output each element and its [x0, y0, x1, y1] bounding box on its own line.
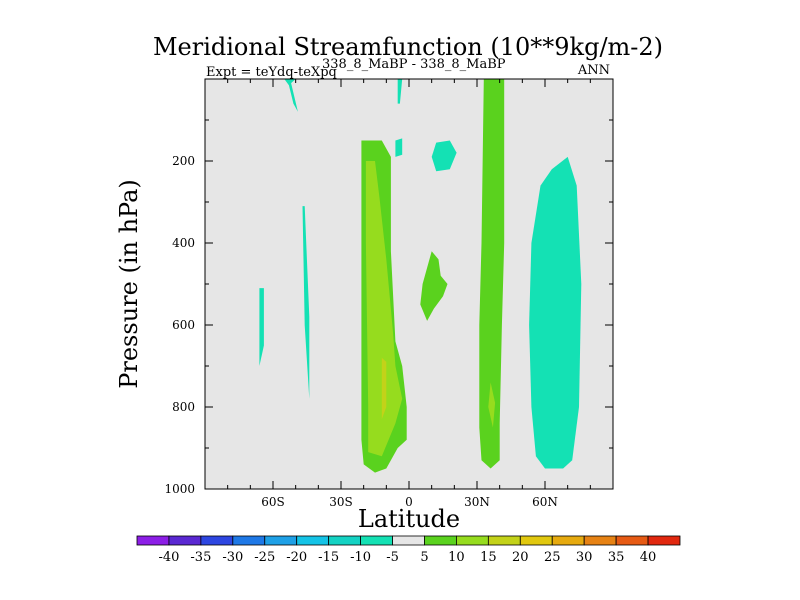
contour-region-teal-upper-center-small — [395, 138, 403, 157]
colorbar-label: -35 — [190, 550, 211, 565]
colorbar-label: -10 — [350, 550, 371, 565]
x-tick-label: 30N — [464, 495, 490, 509]
chart-title: Meridional Streamfunction (10**9kg/m-2) — [153, 33, 663, 61]
contour-region-green-center-blob — [420, 251, 448, 321]
colorbar-swatch — [487, 535, 521, 546]
chart-subtitle-left-main: Expt = teYdq-teXpq — [206, 65, 337, 80]
x-axis-label: Latitude — [358, 505, 460, 533]
colorbar-swatch — [232, 535, 266, 546]
colorbar-label: -40 — [158, 550, 179, 565]
x-tick-label: 0 — [405, 495, 413, 509]
colorbar-swatch — [168, 535, 202, 546]
contour-region-teal-top-center — [397, 79, 403, 104]
colorbar-label: 15 — [480, 550, 497, 565]
colorbar-label: 35 — [608, 550, 625, 565]
colorbar-label: 5 — [420, 550, 428, 565]
colorbar-label: 40 — [640, 550, 657, 565]
colorbar-label: 30 — [576, 550, 593, 565]
colorbar-label: 25 — [544, 550, 561, 565]
colorbar-label: -30 — [222, 550, 243, 565]
y-tick-label: 600 — [172, 318, 195, 332]
colorbar-swatch — [328, 535, 361, 546]
y-tick-label: 1000 — [164, 482, 195, 496]
contour-region-yellowgreen-left-core — [365, 161, 403, 457]
contour-region-teal-top-left — [284, 79, 298, 112]
colorbar-swatch — [615, 535, 649, 546]
colorbar-swatch — [264, 535, 298, 546]
colorbar-swatch — [296, 535, 330, 546]
chart-subtitle-right: ANN — [577, 63, 610, 78]
contour-region-teal-left-thin — [302, 206, 310, 399]
contour-region-olive-left-core — [381, 357, 387, 420]
axis-ticks — [204, 79, 614, 490]
colorbar-swatch — [519, 535, 553, 546]
colorbar-swatch — [200, 535, 234, 546]
y-tick-label: 200 — [172, 154, 195, 168]
colorbar-swatch — [136, 535, 170, 546]
colorbar-swatch — [392, 535, 425, 546]
y-axis-label: Pressure (in hPa) — [115, 179, 143, 389]
colorbar-label: 20 — [512, 550, 529, 565]
contour-region-teal-right-large — [529, 156, 582, 469]
x-tick-label: 60N — [532, 495, 558, 509]
colorbar-label: -25 — [254, 550, 275, 565]
y-tick-label: 800 — [172, 400, 195, 414]
colorbar-label: 10 — [448, 550, 465, 565]
colorbar-swatch — [583, 535, 617, 546]
colorbar-swatch — [360, 535, 393, 546]
colorbar-swatch — [551, 535, 585, 546]
colorbar — [136, 535, 681, 546]
contour-region-teal-far-left-thin — [259, 288, 264, 366]
y-tick-labels: 200 400 600 800 1000 — [164, 154, 195, 496]
colorbar-swatch — [456, 535, 489, 546]
x-tick-labels: 60S 30S 0 30N 60N — [261, 495, 558, 509]
colorbar-swatch — [424, 535, 457, 546]
x-tick-label: 30S — [329, 495, 353, 509]
colorbar-label: -20 — [286, 550, 307, 565]
x-tick-label: 60S — [261, 495, 285, 509]
chart-subtitle-left-super: 338_8_MaBP - 338_8_MaBP — [322, 57, 506, 72]
contour-region-green-right-band — [479, 79, 505, 469]
y-tick-label: 400 — [172, 236, 195, 250]
colorbar-swatch — [647, 535, 681, 546]
contour-region-yellowgreen-right-core — [488, 382, 496, 428]
colorbar-labels: -40 -35 -30 -25 -20 -15 -10 -5 5 10 15 20 25 30 35 40 — [158, 550, 656, 565]
contour-region-teal-upper-right-small — [431, 140, 457, 172]
colorbar-label: -15 — [318, 550, 339, 565]
contour-regions — [259, 79, 582, 473]
colorbar-label: -5 — [386, 550, 399, 565]
